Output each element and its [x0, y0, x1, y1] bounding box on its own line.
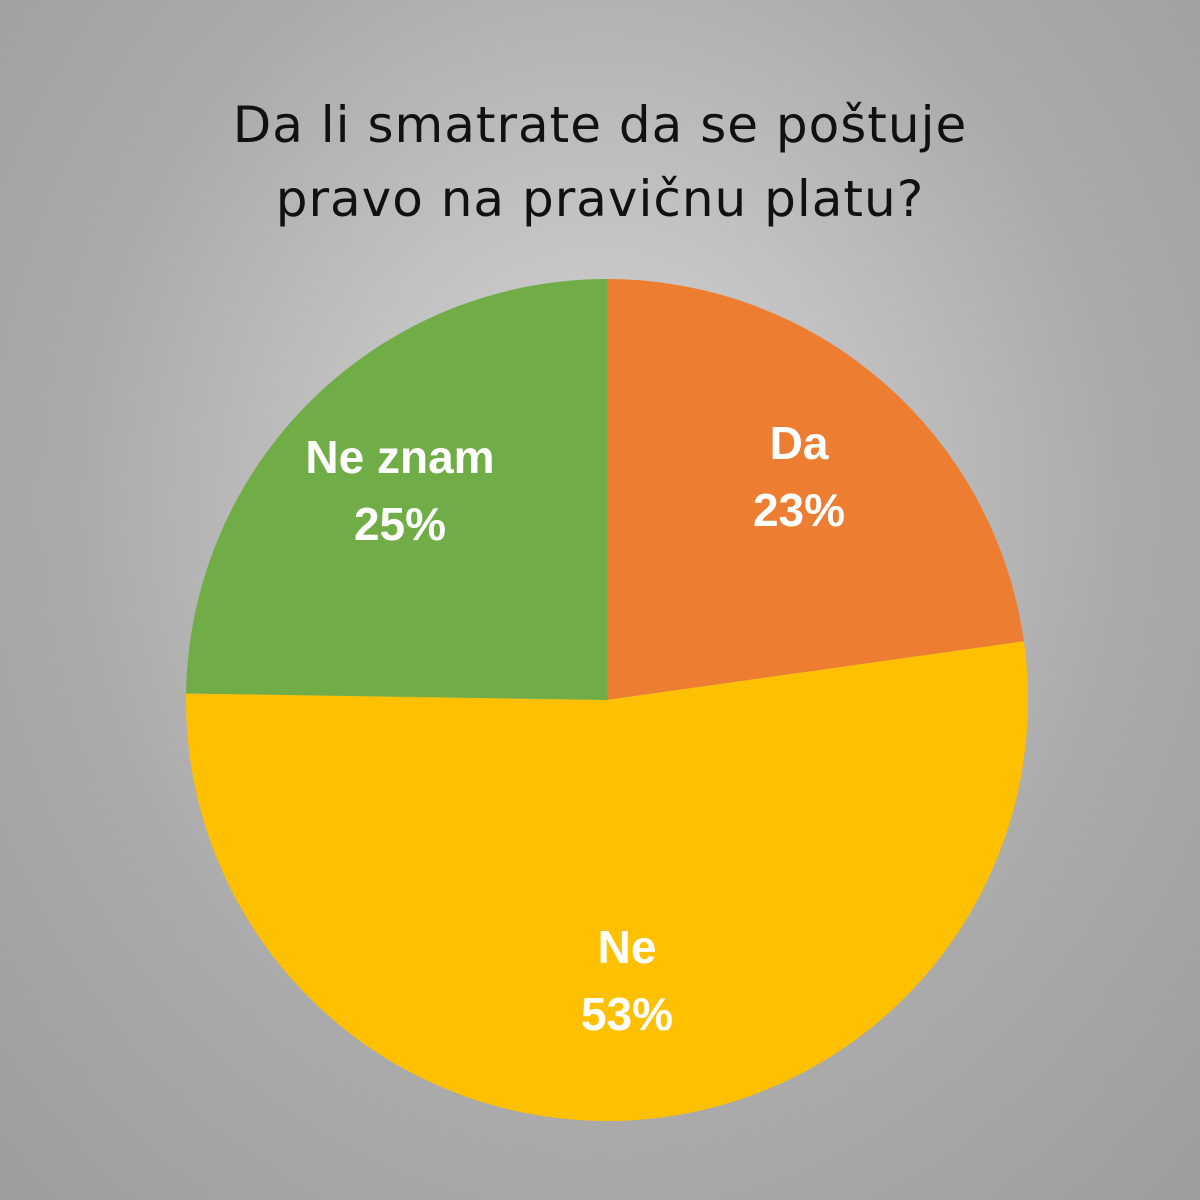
slice-category-label: Ne znam [305, 431, 494, 483]
chart-title-line-1: Da li smatrate da se poštuje [232, 96, 968, 154]
pie-labels: Da 23% Ne 53% Ne znam 25% [305, 417, 845, 1040]
slice-category-label: Ne [598, 921, 657, 973]
chart-title: Da li smatrate da se poštuje pravo na pr… [0, 88, 1200, 236]
slice-label-ne-znam: Ne znam 25% [305, 431, 494, 550]
chart-title-line-2: pravo na pravičnu platu? [275, 170, 925, 228]
pie-slice-ne-znam [186, 279, 608, 700]
slice-category-label: Da [770, 417, 829, 469]
pie-slice-da [607, 279, 1024, 700]
slice-label-da: Da 23% [753, 417, 845, 536]
slice-label-ne: Ne 53% [581, 921, 673, 1040]
slice-value-label: 25% [354, 498, 446, 550]
pie-slices [185, 279, 1028, 1122]
pie-slice-ne [185, 641, 1028, 1122]
slice-value-label: 53% [581, 988, 673, 1040]
slice-value-label: 23% [753, 484, 845, 536]
